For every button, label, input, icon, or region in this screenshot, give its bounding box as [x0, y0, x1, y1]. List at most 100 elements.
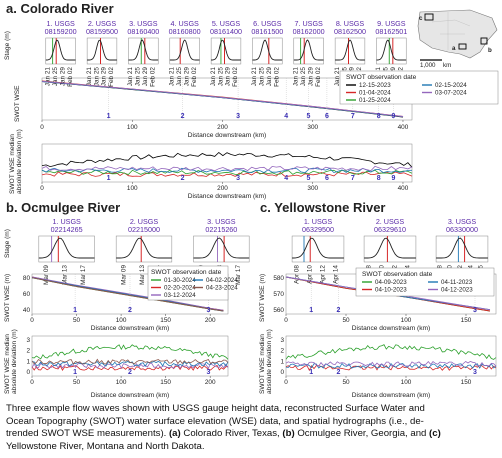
gauge-id: 06329610 [374, 225, 406, 234]
gauge-number-label: 8 [377, 113, 381, 120]
gauge-frame [435, 235, 489, 263]
x-tick-label: 50 [342, 379, 350, 386]
x-tick-label: 100 [401, 317, 412, 324]
wse-series-line [31, 276, 224, 311]
gauge-hydrograph [293, 39, 324, 61]
gauge-date-tick: Jan 29 [59, 67, 66, 87]
gauge-date-tick: Jan 29 [225, 67, 232, 87]
gauge-date-tick: Jan 21 [127, 67, 134, 87]
gauge-date-tick: Jan 29 [183, 67, 190, 87]
median-deviation-line [285, 360, 497, 367]
gauge-hydrograph [116, 237, 172, 259]
gauge-number-label: 9 [392, 175, 396, 182]
gauge-number-label: 1 [107, 113, 111, 120]
legend-label: 04-12-2023 [441, 287, 473, 294]
median-deviation-line [31, 362, 229, 370]
panel-a-wse-plot: 1 2 3 4 5 6 7 8 9 [41, 77, 413, 121]
gauge-frame [128, 37, 159, 65]
caption-line4: Yellowstone River, Montana and North Dak… [6, 440, 205, 452]
gauge-frame [376, 37, 407, 65]
x-tick-label: 0 [284, 379, 288, 386]
x-tick-label: 150 [160, 379, 171, 386]
gauge-date-tick: Jan 21 [210, 67, 217, 87]
legend-label: 04-09-2023 [375, 279, 407, 286]
gauge-title: 1. USGS [46, 19, 75, 28]
gauge-date-tick: Feb 02 [149, 67, 156, 87]
legend-label: 04-23-2024 [206, 285, 238, 292]
wse-series-line [31, 277, 224, 312]
gauge-hydrograph [38, 237, 95, 259]
x-tick-label: 100 [127, 124, 138, 131]
gauge-date-tick: Feb 02 [232, 67, 239, 87]
gauge-date-tick: Jan 25 [135, 67, 142, 87]
gauge-number-label: 8 [377, 175, 381, 182]
gauge-id: 02215000 [128, 225, 160, 234]
panel-b-wse-xticks: 0 50 100 150 200 [30, 314, 216, 324]
gauge-date-tick: Jan 21 [293, 67, 300, 87]
panel-c-wse-xticks: 0 50 100 150 [284, 314, 472, 324]
x-tick-label: 100 [401, 379, 412, 386]
gauge-id: 08162501 [375, 27, 407, 36]
gauge-title: 1. USGS [52, 217, 81, 226]
panel-b-title: b. Ocmulgee River [6, 200, 120, 215]
gauge-date-tick: Feb 02 [67, 67, 74, 87]
gauge-id: 02214265 [51, 225, 83, 234]
gauge-hydrograph [335, 39, 365, 61]
gauge-date-tick: Mar 09 [120, 265, 127, 285]
gauge-frame [193, 235, 250, 263]
y-tick-label: 3 [280, 337, 284, 344]
gauge-number-label: 3 [206, 307, 210, 314]
map-label-b: b [488, 47, 492, 54]
gauge-date-tick: Jan 29 [142, 67, 149, 87]
gauge-number-label: 2 [128, 369, 132, 376]
gauge-frame [252, 37, 283, 65]
gauge-frame [210, 37, 242, 65]
gauge-id: 08162500 [334, 27, 366, 36]
x-tick-label: 100 [116, 317, 127, 324]
panel-b-median-yticks: 0 1 2 3 [26, 337, 30, 376]
gauge-title: 3. USGS [129, 19, 158, 28]
gauge-number-label: 3 [206, 369, 210, 376]
map-marker-b [480, 37, 488, 45]
wse-series-line [41, 80, 404, 117]
legend-label: 03-07-2024 [435, 90, 467, 97]
gauge-frame [363, 235, 417, 263]
y-tick-label: 1 [280, 358, 284, 365]
gauge-date-tick: Jan 25 [259, 67, 266, 87]
gauge-date-tick: Feb 02 [315, 67, 322, 87]
figure-caption: Three example flow waves shown with USGS… [6, 403, 498, 453]
gauge-number-label: 6 [325, 113, 329, 120]
gauge-title: 4. USGS [170, 19, 199, 28]
panel-a-median-ylabel2: absolute deviation (m) [16, 129, 23, 194]
x-tick-label: 50 [342, 317, 350, 324]
gauge-hydrograph [87, 39, 117, 61]
panel-b-wse-plot: 1 2 3 [31, 273, 229, 315]
gauge-date-tick: Jan 29 [307, 67, 314, 87]
panel-c-median-plot: 1 2 3 [285, 335, 497, 377]
gauge-frame [86, 37, 118, 65]
panel-c-xlabel-2: Distance downstream (km) [352, 392, 430, 399]
gauge-hydrograph [45, 39, 76, 61]
legend-label: 02-20-2024 [164, 285, 196, 292]
median-deviation-line [41, 167, 413, 174]
gauge-date-tick: Jan 25 [52, 67, 59, 87]
panel-b-wse-yticks: 40 60 80 [23, 275, 31, 314]
x-tick-label: 200 [217, 185, 228, 192]
gauge-hydrograph [436, 237, 488, 259]
x-tick-label: 50 [73, 317, 81, 324]
caption-line1: Three example flow waves shown with USGS… [6, 403, 425, 414]
gauge-title: 7. USGS [294, 19, 323, 28]
panel-c-median-xticks: 0 50 100 150 [284, 376, 472, 386]
y-tick-label: 580 [273, 275, 284, 282]
x-tick-label: 300 [307, 124, 318, 131]
gauge-date-tick: Jan 21 [251, 67, 258, 87]
x-tick-label: 0 [30, 317, 34, 324]
gauge-hydrograph [169, 39, 200, 61]
x-tick-label: 0 [40, 185, 44, 192]
gauge-title: 2. USGS [376, 217, 405, 226]
panel-b-median-ylabel: SWOT WSE median [4, 334, 11, 394]
panel-b-median-plot: 1 2 3 [31, 335, 229, 377]
panel-b-legend: SWOT observation date 01-30-202402-20-20… [147, 265, 238, 301]
median-deviation-line [41, 151, 413, 168]
panel-a-xlabel-2: Distance downstream (km) [188, 193, 266, 200]
